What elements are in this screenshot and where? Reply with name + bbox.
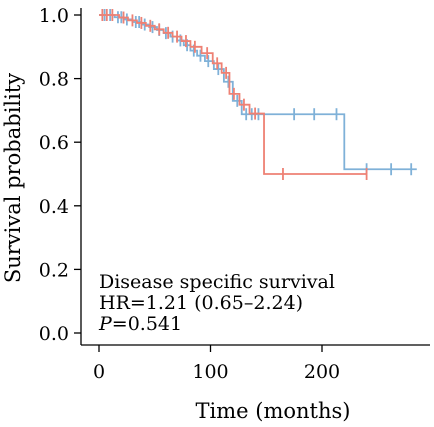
x-tick-label: 200 bbox=[304, 361, 340, 383]
annotation-title: Disease specific survival bbox=[99, 271, 335, 293]
y-tick-label: 1.0 bbox=[39, 5, 69, 27]
x-axis: 0 100 200 Time (months) bbox=[81, 344, 430, 423]
y-ticks: 0.0 0.2 0.4 0.6 0.8 1.0 bbox=[39, 5, 81, 345]
survival-curve bbox=[99, 14, 417, 171]
survival-curve bbox=[99, 14, 367, 175]
plot-area bbox=[99, 9, 417, 180]
x-tick-label: 100 bbox=[192, 361, 228, 383]
y-tick-label: 0.4 bbox=[39, 196, 69, 218]
x-tick-label: 0 bbox=[93, 361, 105, 383]
x-axis-title: Time (months) bbox=[196, 399, 351, 423]
p-label: P bbox=[98, 313, 113, 335]
y-axis: 0.0 0.2 0.4 0.6 0.8 1.0 Survival probability bbox=[1, 5, 82, 345]
y-tick-label: 0.0 bbox=[39, 323, 69, 345]
y-tick-label: 0.8 bbox=[39, 69, 69, 91]
annotation-pvalue: P=0.541 bbox=[98, 313, 182, 335]
y-axis-title: Survival probability bbox=[1, 73, 25, 283]
y-tick-label: 0.2 bbox=[39, 259, 69, 281]
p-value: =0.541 bbox=[112, 313, 182, 335]
series-2 bbox=[99, 9, 368, 180]
annotation-hr: HR=1.21 (0.65–2.24) bbox=[99, 292, 303, 314]
y-tick-label: 0.6 bbox=[39, 132, 69, 154]
annotation: Disease specific survival HR=1.21 (0.65–… bbox=[98, 271, 335, 335]
x-ticks: 0 100 200 bbox=[93, 345, 340, 383]
series-1 bbox=[99, 9, 417, 176]
